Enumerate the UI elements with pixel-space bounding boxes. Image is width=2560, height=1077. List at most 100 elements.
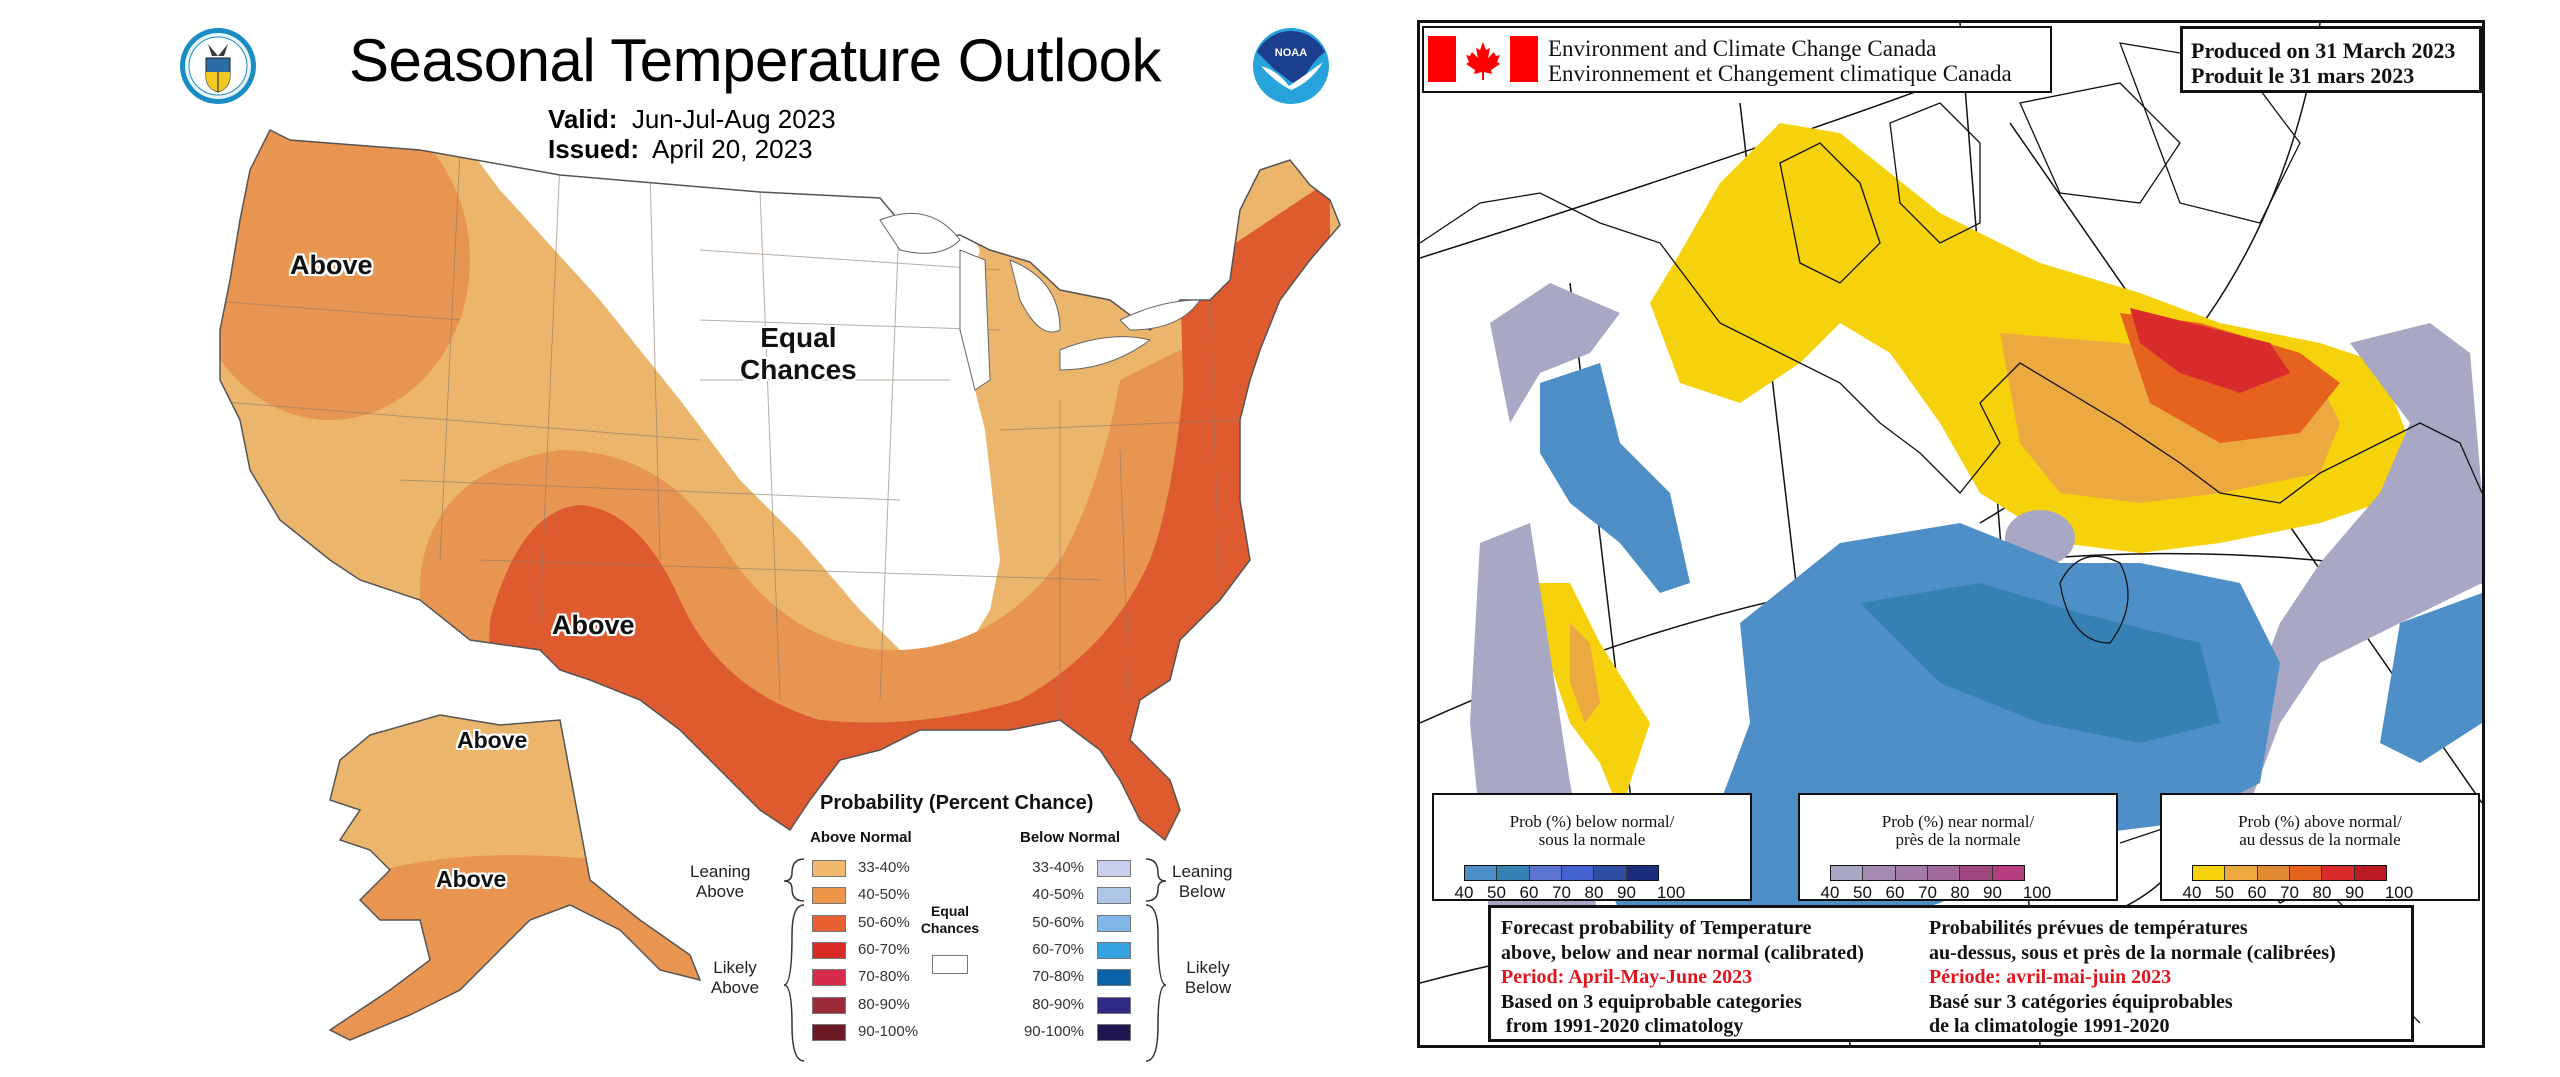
color-scale-segment — [1497, 866, 1530, 880]
valid-line: Valid: Jun-Jul-Aug 2023 — [548, 104, 836, 135]
leaning-above-label: Leaning Above — [690, 862, 751, 903]
leaning-above-line1: Leaning — [690, 862, 751, 881]
above-normal-swatch — [812, 969, 846, 987]
produced-date-en: Produced on 31 March 2023 — [2191, 38, 2456, 63]
below-normal-swatch-label: 33-40% — [1032, 859, 1084, 876]
color-scale-segment — [2322, 866, 2355, 880]
info-en-line2: above, below and near normal (calibrated… — [1501, 941, 1864, 964]
below-braces — [1145, 858, 1167, 1062]
color-scale-segment — [2225, 866, 2258, 880]
below-normal-swatch-label: 50-60% — [1032, 913, 1084, 931]
doc-seal-icon — [180, 28, 256, 104]
color-scale-tick-label: 100 — [1656, 883, 1686, 902]
below-normal-swatch — [1097, 969, 1131, 987]
likely-below-line1: Likely — [1186, 958, 1230, 977]
equal-chances-legend-label: Equal Chances — [918, 903, 982, 937]
info-en-line4: Based on 3 equiprobable categories — [1501, 990, 1802, 1013]
likely-below-line2: Below — [1184, 978, 1232, 998]
color-scale-segment — [1927, 866, 1961, 880]
color-scale-tick-label: 40 — [1820, 883, 1840, 902]
color-scale-segment — [2289, 866, 2323, 880]
color-scale-segment — [1863, 866, 1896, 880]
legend-box-title-line1: Prob (%) near normal/ — [1881, 812, 2035, 831]
above-braces — [783, 858, 805, 1062]
above-80-90-region — [2130, 308, 2290, 393]
color-scale-tick-label: 50 — [1853, 883, 1872, 902]
color-scale-bar — [1464, 865, 1659, 881]
map-label-equal-chances: Equal Chances — [740, 322, 857, 386]
info-en-line5: from 1991-2020 climatology — [1501, 1015, 1744, 1037]
below-normal-swatch-label: 90-100% — [1023, 1022, 1084, 1040]
leaning-above-line2: Above — [695, 882, 745, 902]
map-label-alaska-south-above: Above — [436, 866, 507, 892]
likely-below-label: Likely Below — [1178, 958, 1238, 999]
outlook-title: Seasonal Temperature Outlook — [348, 27, 1162, 94]
map-label-northwest-above: Above — [290, 250, 373, 280]
color-scale-segment — [1831, 866, 1864, 880]
color-scale-tick-label: 60 — [1519, 883, 1539, 902]
color-scale-bar — [1830, 865, 2025, 881]
alaska-shading — [330, 715, 700, 1040]
above-normal-swatch — [812, 996, 846, 1014]
equal-chances-region — [470, 150, 1000, 660]
color-scale-segment — [1529, 866, 1562, 880]
above-normal-swatch — [812, 887, 846, 905]
color-scale-bar — [2192, 865, 2387, 881]
below-normal-swatch-label: 80-90% — [1032, 995, 1084, 1013]
info-fr-line1: Probabilités prévues de températures — [1929, 917, 2248, 939]
equal-chances-line1: Equal — [760, 322, 837, 353]
color-scale-segment — [2193, 866, 2226, 880]
color-scale-tick-label: 100 — [2384, 883, 2414, 902]
below-normal-swatch — [1097, 1023, 1131, 1041]
color-scale-tick-label: 70 — [1552, 883, 1571, 902]
produced-date: Produced on 31 March 2023 Produit le 31 … — [2191, 38, 2455, 88]
conus-outline — [219, 128, 1341, 842]
color-scale-tick-label: 90 — [1617, 883, 1636, 902]
color-scale-tick-label: 40 — [2182, 883, 2202, 902]
alaska-outline — [328, 714, 702, 1041]
color-scale-tick-label: 50 — [1487, 883, 1506, 902]
us-temperature-map — [219, 128, 1341, 1041]
info-en-period: Period: April-May-June 2023 — [1501, 966, 1753, 988]
info-fr-line2: au-dessus, sous et près de la normale (c… — [1929, 941, 2336, 964]
yukon-near-normal-region — [1490, 283, 1620, 423]
east-near-normal-region — [2220, 323, 2482, 803]
color-scale-tick-label: 70 — [1918, 883, 1937, 902]
issued-value: April 20, 2023 — [652, 134, 813, 164]
legend-below-header: Below Normal — [1020, 829, 1121, 846]
color-scale-tick-label: 40 — [1454, 883, 1474, 902]
northwest-above-region — [220, 130, 470, 420]
color-scale-segment — [1594, 866, 1627, 880]
canada-flag-icon — [1428, 36, 1538, 82]
color-scale-segment — [1626, 866, 1658, 880]
color-scale-tick-label: 90 — [2345, 883, 2364, 902]
above-normal-legend: Prob (%) above normal/au dessus de la no… — [2160, 793, 2480, 902]
above-normal-swatch-label: 33-40% — [858, 859, 910, 876]
above-normal-swatch — [812, 1023, 846, 1041]
agency-name-en: Environment and Climate Change Canada — [1548, 36, 1937, 61]
below-normal-swatch-label: 40-50% — [1032, 886, 1084, 904]
forecast-info-box: Forecast probability of Temperature abov… — [1488, 905, 2414, 1042]
info-en-line1: Forecast probability of Temperature — [1501, 917, 1812, 939]
above-normal-swatch — [812, 941, 846, 959]
likely-above-line1: Likely — [713, 958, 757, 977]
below-normal-swatch-label: 60-70% — [1032, 940, 1084, 958]
eccc-outlook-panel: Environment and Climate Change Canada En… — [1400, 0, 2560, 1077]
near-normal-legend: Prob (%) near normal/près de la normale 4… — [1798, 793, 2118, 902]
noaa-outlook-panel: Seasonal Temperature Outlook NOAA Valid:… — [180, 27, 1341, 1062]
below-normal-swatch-label: 70-80% — [1032, 968, 1084, 986]
legend-box-title-line1: Prob (%) below normal/ — [1509, 812, 1675, 831]
above-normal-swatch-label: 70-80% — [858, 968, 910, 986]
great-lakes — [879, 212, 1201, 391]
color-scale-tick-label: 80 — [1950, 883, 1970, 902]
east-coast-above-region — [1170, 180, 1330, 840]
color-scale-tick-label: 70 — [2280, 883, 2299, 902]
issued-line: Issued: April 20, 2023 — [548, 134, 813, 165]
below-normal-swatch — [1097, 887, 1131, 905]
color-scale-segment — [1465, 866, 1498, 880]
equal-chances-legend-line2: Chances — [920, 919, 980, 936]
equal-chances-legend-line1: Equal — [930, 903, 970, 919]
forecast-info-fr: Probabilités prévues de températures au-… — [1929, 916, 2336, 1039]
color-scale-tick-label: 60 — [2247, 883, 2267, 902]
produced-date-box: Produced on 31 March 2023 Produit le 31 … — [2180, 26, 2482, 93]
